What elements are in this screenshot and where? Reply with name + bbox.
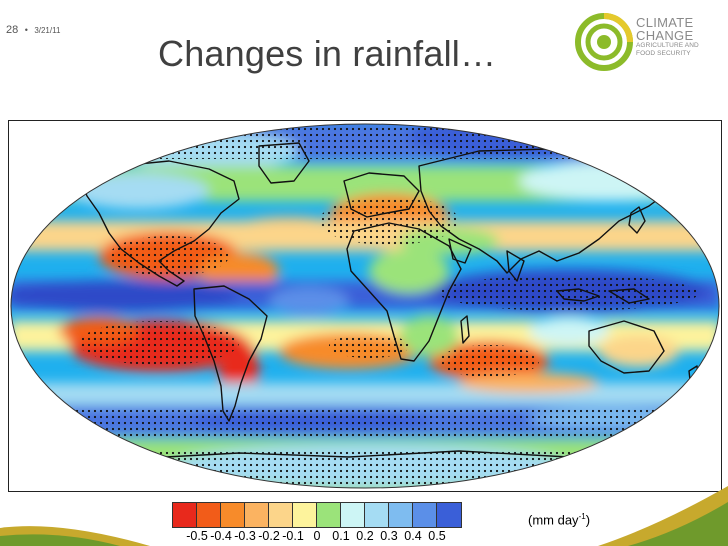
logo-line2: CHANGE bbox=[636, 28, 694, 43]
logo-line1: CLIMATE bbox=[636, 15, 694, 30]
ccafs-logo: CLIMATE CHANGE AGRICULTURE AND FOOD SECU… bbox=[574, 6, 724, 76]
colorbar-swatch bbox=[413, 503, 437, 527]
colorbar-legend bbox=[172, 502, 462, 528]
units-label: (mm day-1) bbox=[528, 512, 590, 527]
units-suffix: ) bbox=[585, 512, 591, 528]
colorbar-swatch bbox=[437, 503, 461, 527]
slide-meta: 28 • 3/21/11 bbox=[6, 20, 60, 38]
colorbar-swatch bbox=[293, 503, 317, 527]
footer-swoosh-right bbox=[598, 486, 728, 546]
colorbar-swatch bbox=[341, 503, 365, 527]
logo-text: CLIMATE CHANGE AGRICULTURE AND FOOD SECU… bbox=[636, 16, 699, 57]
colorbar-tick-label: 0.3 bbox=[380, 529, 398, 543]
colorbar-tick-labels: -0.5 -0.4 -0.3 -0.2 -0.1 0 0.1 0.2 0.3 0.4 0.5 bbox=[172, 529, 522, 545]
logo-mark-icon bbox=[575, 13, 633, 71]
logo-line4: FOOD SECURITY bbox=[636, 49, 691, 57]
colorbar-swatch bbox=[173, 503, 197, 527]
colorbar-tick-label: 0.1 bbox=[332, 529, 350, 543]
colorbar-tick-label: -0.5 bbox=[186, 529, 208, 543]
colorbar-swatch bbox=[365, 503, 389, 527]
slide-date: 3/21/11 bbox=[34, 26, 61, 35]
logo-line3: AGRICULTURE AND bbox=[636, 42, 699, 49]
globe-outline bbox=[10, 123, 720, 489]
colorbar-swatch bbox=[245, 503, 269, 527]
colorbar-swatch bbox=[221, 503, 245, 527]
colorbar-tick-label: -0.3 bbox=[234, 529, 256, 543]
colorbar-swatch bbox=[389, 503, 413, 527]
colorbar-swatch bbox=[197, 503, 221, 527]
colorbar-tick-label: -0.2 bbox=[258, 529, 280, 543]
colorbar-tick-label: 0.2 bbox=[356, 529, 374, 543]
page-title: Changes in rainfall… bbox=[158, 33, 497, 74]
units-exponent: -1 bbox=[578, 512, 586, 521]
colorbar-swatch bbox=[317, 503, 341, 527]
slide-number: 28 bbox=[6, 24, 19, 36]
colorbar-tick-label: -0.1 bbox=[282, 529, 304, 543]
units-prefix: (mm day bbox=[528, 512, 579, 528]
colorbar-tick-label: 0.4 bbox=[404, 529, 422, 543]
colorbar-tick-label: 0 bbox=[313, 529, 321, 543]
footer-swoosh-left bbox=[0, 526, 150, 546]
rainfall-change-map bbox=[10, 123, 720, 489]
colorbar-swatch bbox=[269, 503, 293, 527]
rainfall-map-frame bbox=[8, 120, 722, 492]
colorbar-tick-label: -0.4 bbox=[210, 529, 232, 543]
colorbar-tick-label: 0.5 bbox=[428, 529, 446, 543]
slide-separator: • bbox=[24, 25, 28, 35]
